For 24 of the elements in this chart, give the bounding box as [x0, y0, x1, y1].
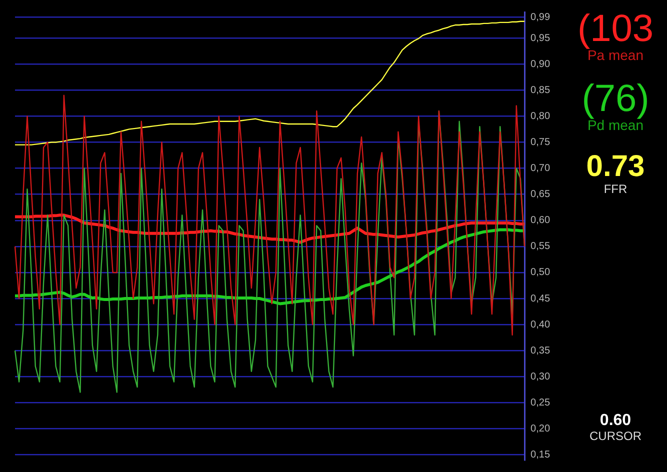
y-tick-label: 0,95: [530, 32, 550, 44]
text: (76): [580, 78, 650, 120]
y-tick-label: 0,40: [530, 319, 550, 330]
y-tick-label: 0,20: [530, 423, 550, 434]
y-tick-label: 0,65: [530, 189, 550, 200]
y-tick-label: 0,70: [530, 163, 550, 174]
y-tick-label: 0,60: [530, 215, 550, 226]
text: (103: [576, 8, 655, 50]
y-tick-label: 0,45: [530, 293, 550, 304]
y-tick-label: 0,80: [530, 110, 550, 122]
y-tick-label: 0,25: [530, 397, 550, 408]
y-tick-label: 0,50: [530, 267, 550, 278]
y-tick-label: 0,90: [530, 58, 550, 70]
y-tick-label: 0,30: [530, 371, 550, 382]
text: 0.60: [598, 412, 632, 430]
y-tick-label: 0,99: [530, 12, 550, 23]
text: CURSOR: [588, 428, 642, 443]
y-tick-label: 0,55: [530, 241, 550, 252]
y-tick-label: 0,35: [530, 345, 550, 356]
y-tick-label: 0,85: [530, 84, 550, 96]
text: FFR: [602, 182, 628, 196]
y-tick-label: 0,75: [530, 136, 550, 148]
y-tick-label: 0,15: [530, 450, 550, 461]
text: 0.73: [585, 150, 646, 183]
